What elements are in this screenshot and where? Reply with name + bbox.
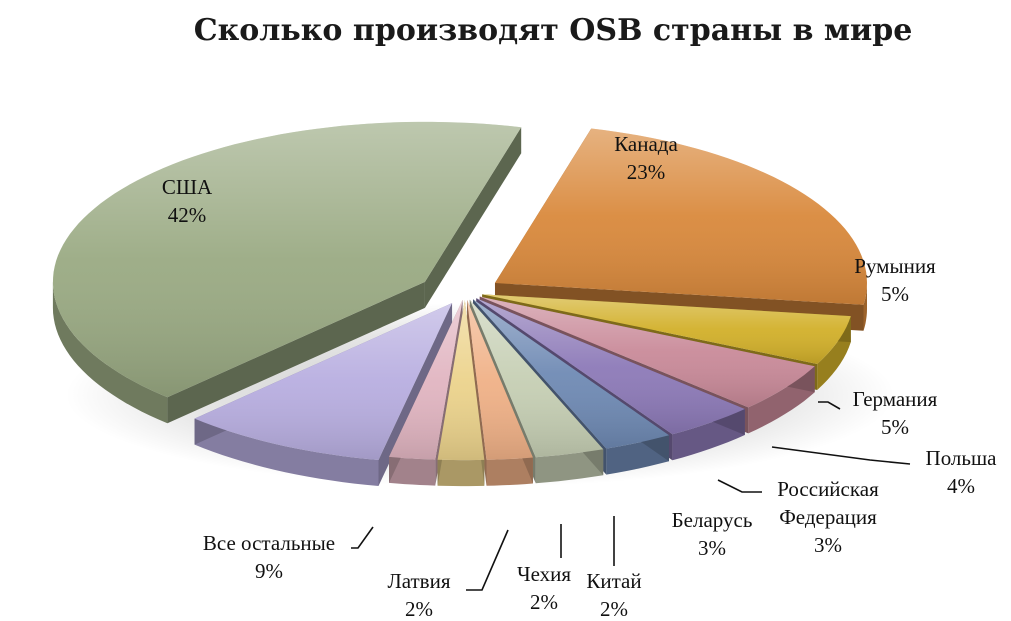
- data-label-value: 42%: [168, 203, 207, 227]
- pie-slice-side: [194, 418, 379, 486]
- data-label-value: 5%: [881, 282, 909, 306]
- pie-slice-gloss: [482, 294, 851, 364]
- pie-slice-cut-face: [424, 127, 522, 308]
- pie-slice-gloss: [469, 299, 604, 458]
- data-label-name: Канада: [614, 132, 678, 156]
- pie-slice-side: [437, 459, 485, 487]
- data-label-4: Польша 4%: [926, 446, 998, 498]
- pie-slice-gloss: [437, 300, 485, 461]
- data-label-3: Германия 5%: [853, 387, 938, 439]
- data-label-name: Румыния: [854, 254, 936, 278]
- leader-line-9: [466, 529, 509, 591]
- data-labels: Канада 23% Румыния 5% Германия 5% Польша 4% Росс…: [162, 132, 997, 621]
- data-label-2: Румыния 5%: [854, 254, 936, 306]
- data-label-10: Все остальные 9%: [203, 531, 335, 583]
- data-label-7: Китай 2%: [586, 569, 641, 621]
- data-label-name: Российская: [777, 477, 879, 501]
- pie-slice-gloss: [52, 121, 522, 398]
- pie-slice-cut-face: [167, 281, 425, 424]
- data-label-5: Российская Федерация 3%: [777, 477, 879, 557]
- data-label-name: Германия: [853, 387, 938, 411]
- leader-line-10: [351, 526, 374, 549]
- data-label-value: 2%: [530, 590, 558, 614]
- data-label-name: Федерация: [779, 505, 877, 529]
- leader-line-4: [771, 446, 911, 465]
- pie-slice-8: [437, 300, 485, 487]
- pie-slice-side: [535, 449, 604, 484]
- pie-slice-gloss: [476, 298, 745, 435]
- data-label-9: Латвия 2%: [387, 569, 450, 621]
- pie-slice-gloss: [473, 299, 669, 449]
- data-label-8: Чехия 2%: [517, 562, 571, 614]
- data-label-name: Чехия: [517, 562, 571, 586]
- leader-line-3: [818, 401, 841, 410]
- data-label-name: Все остальные: [203, 531, 335, 555]
- data-label-value: 2%: [600, 597, 628, 621]
- pie-slice-7: [467, 300, 533, 486]
- pie-slice-11: [52, 121, 522, 424]
- pie-slice-gloss: [479, 296, 815, 408]
- data-label-name: Латвия: [387, 569, 450, 593]
- data-label-value: 4%: [947, 474, 975, 498]
- pie-slice-side: [486, 457, 533, 486]
- data-label-11: США 42%: [162, 175, 213, 227]
- pie-slice-gloss: [389, 300, 463, 460]
- data-label-value: 5%: [881, 415, 909, 439]
- pie-slice-side: [863, 283, 867, 331]
- pie-slice-gloss: [467, 300, 533, 460]
- data-label-name: Беларусь: [672, 508, 753, 532]
- chart-title: Сколько производят OSB страны в мире: [194, 13, 913, 48]
- pie-slices: [52, 121, 867, 487]
- pie-slice-side: [52, 281, 168, 424]
- data-label-6: Беларусь 3%: [672, 508, 753, 560]
- leader-line-5: [717, 479, 762, 493]
- data-label-value: 2%: [405, 597, 433, 621]
- data-label-1: Канада 23%: [614, 132, 678, 184]
- leader-lines: [351, 401, 911, 591]
- data-label-value: 3%: [814, 533, 842, 557]
- data-label-name: Польша: [926, 446, 998, 470]
- pie-slice-gloss: [494, 128, 867, 305]
- data-label-value: 3%: [698, 536, 726, 560]
- pie-slice-gloss: [194, 303, 453, 460]
- data-label-value: 9%: [255, 559, 283, 583]
- pie-slice-side: [389, 456, 436, 486]
- data-label-name: Китай: [586, 569, 641, 593]
- data-label-value: 23%: [627, 160, 666, 184]
- data-label-name: США: [162, 175, 213, 199]
